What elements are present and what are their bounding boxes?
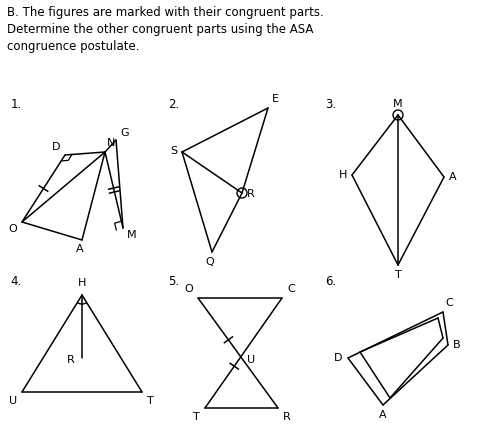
Text: O: O bbox=[184, 284, 193, 294]
Text: 5.: 5. bbox=[168, 275, 179, 288]
Text: C: C bbox=[287, 284, 295, 294]
Text: D: D bbox=[334, 353, 342, 363]
Text: T: T bbox=[395, 270, 401, 280]
Text: R: R bbox=[283, 412, 291, 422]
Text: G: G bbox=[120, 128, 128, 138]
Text: 4.: 4. bbox=[10, 275, 21, 288]
Text: T: T bbox=[193, 412, 200, 422]
Text: U: U bbox=[247, 355, 255, 365]
Text: H: H bbox=[338, 170, 347, 180]
Text: C: C bbox=[445, 298, 453, 308]
Text: A: A bbox=[449, 172, 457, 182]
Text: R: R bbox=[67, 355, 75, 365]
Text: R: R bbox=[247, 189, 255, 199]
Text: A: A bbox=[76, 244, 84, 254]
Text: S: S bbox=[170, 146, 177, 156]
Text: B. The figures are marked with their congruent parts.
Determine the other congru: B. The figures are marked with their con… bbox=[7, 6, 324, 53]
Text: H: H bbox=[78, 278, 86, 288]
Text: 3.: 3. bbox=[325, 98, 336, 111]
Text: O: O bbox=[8, 224, 17, 234]
Text: Q: Q bbox=[206, 257, 215, 267]
Text: 1.: 1. bbox=[11, 98, 22, 111]
Text: A: A bbox=[379, 410, 387, 420]
Text: M: M bbox=[393, 99, 403, 109]
Text: D: D bbox=[52, 142, 60, 152]
Text: E: E bbox=[272, 94, 279, 104]
Text: M: M bbox=[127, 230, 137, 240]
Text: T: T bbox=[147, 396, 154, 406]
Text: N: N bbox=[107, 138, 116, 148]
Text: U: U bbox=[9, 396, 17, 406]
Text: 2.: 2. bbox=[168, 98, 179, 111]
Text: 6.: 6. bbox=[325, 275, 336, 288]
Text: B: B bbox=[453, 340, 461, 350]
